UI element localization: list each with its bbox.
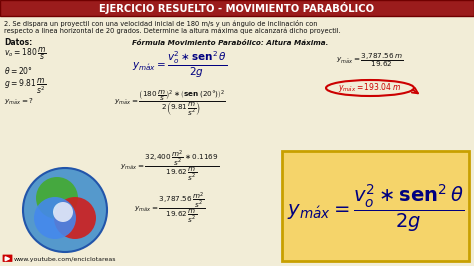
Text: $v_o = 180\,\dfrac{m}{s}$: $v_o = 180\,\dfrac{m}{s}$ (4, 46, 46, 63)
FancyBboxPatch shape (0, 0, 474, 16)
Text: $y_{m\acute{a}x} = \dfrac{v_o^2 \ast \mathbf{sen}^2\,\theta}{2g}$: $y_{m\acute{a}x} = \dfrac{v_o^2 \ast \ma… (287, 182, 464, 234)
Text: $g = 9.81\,\dfrac{m}{s^2}$: $g = 9.81\,\dfrac{m}{s^2}$ (4, 76, 46, 96)
Text: Datos:: Datos: (4, 38, 32, 47)
Text: $y_{m\acute{a}x} = 193.04\;m$: $y_{m\acute{a}x} = 193.04\;m$ (338, 81, 402, 94)
Circle shape (53, 202, 73, 222)
FancyBboxPatch shape (282, 151, 469, 261)
Text: $y_{m\acute{a}x} = \dfrac{3{,}787.56\;m}{19.62}$: $y_{m\acute{a}x} = \dfrac{3{,}787.56\;m}… (336, 52, 404, 69)
Text: $y_{m\acute{a}x} = \dfrac{32{,}400\,\dfrac{m^2}{s^2} \ast 0.1169}{19.62\,\dfrac{: $y_{m\acute{a}x} = \dfrac{32{,}400\,\dfr… (120, 148, 219, 183)
Circle shape (54, 197, 96, 239)
Text: EJERCICIO RESUELTO - MOVIMIENTO PARABÓLICO: EJERCICIO RESUELTO - MOVIMIENTO PARABÓLI… (100, 2, 374, 15)
Text: $y_{m\acute{a}x} = \dfrac{\left(180\,\dfrac{m}{s}\right)^2 \ast \left(\mathbf{se: $y_{m\acute{a}x} = \dfrac{\left(180\,\df… (114, 88, 226, 118)
Polygon shape (5, 257, 9, 261)
FancyBboxPatch shape (2, 255, 12, 262)
Text: 2. Se dispara un proyectil con una velocidad inicial de 180 m/s y un ángulo de i: 2. Se dispara un proyectil con una veloc… (4, 20, 318, 27)
Text: $y_{m\acute{a}x} = \dfrac{3{,}787.56\,\dfrac{m^2}{s^2}}{19.62\,\dfrac{m}{s^2}}$: $y_{m\acute{a}x} = \dfrac{3{,}787.56\,\d… (134, 190, 206, 225)
Text: $y_{m\acute{a}x} = ?$: $y_{m\acute{a}x} = ?$ (4, 97, 34, 107)
Text: respecto a linea horizontal de 20 grados. Determine la altura máxima que alcanza: respecto a linea horizontal de 20 grados… (4, 27, 341, 34)
Text: $y_{m\acute{a}x} = \dfrac{v_o^2 \ast \mathbf{sen}^2\,\theta}{2g}$: $y_{m\acute{a}x} = \dfrac{v_o^2 \ast \ma… (132, 50, 228, 80)
Text: Fórmula Movimiento Parabólico: Altura Máxima.: Fórmula Movimiento Parabólico: Altura Má… (132, 40, 328, 46)
Circle shape (23, 168, 107, 252)
Text: www.youtube.com/enciclotareas: www.youtube.com/enciclotareas (14, 257, 117, 263)
Circle shape (36, 177, 78, 219)
Text: $\theta = 20°$: $\theta = 20°$ (4, 65, 33, 76)
Circle shape (34, 197, 76, 239)
